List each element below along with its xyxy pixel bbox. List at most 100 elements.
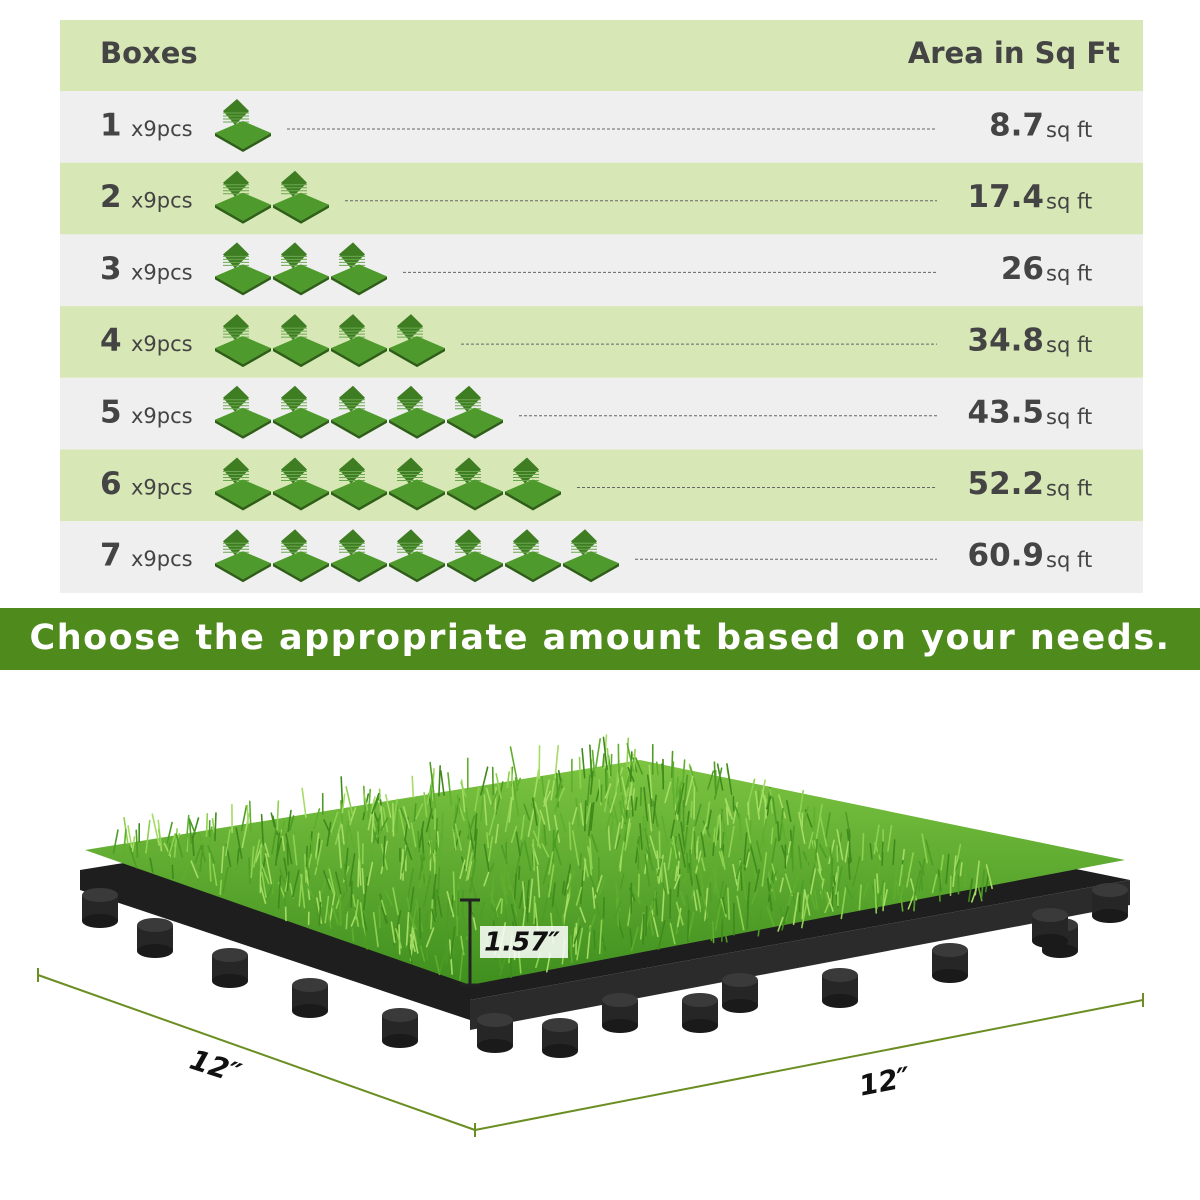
grass-blade	[259, 884, 267, 904]
grass-blade	[279, 868, 286, 883]
grass-blade	[407, 868, 414, 899]
grass-blade	[370, 846, 374, 862]
grass-blade	[562, 891, 570, 926]
grass-blade	[595, 903, 601, 918]
grass-blade	[514, 777, 519, 792]
tile-foot-base	[382, 1034, 418, 1048]
grass-blade	[898, 864, 904, 887]
grass-blade	[380, 805, 384, 830]
grass-blade	[945, 853, 950, 885]
grass-blade	[700, 857, 706, 872]
grass-blade	[314, 832, 320, 862]
row-boxes: 7	[100, 538, 122, 574]
grass-blade	[523, 840, 532, 872]
grass-blade	[508, 796, 513, 823]
grass-blade	[436, 834, 442, 868]
grass-blade	[157, 829, 163, 847]
grass-blade	[579, 802, 584, 827]
grass-blade	[555, 778, 563, 799]
grass-blade	[542, 858, 551, 885]
grass-blade	[436, 830, 440, 848]
grass-blade	[522, 881, 526, 909]
grass-blade	[741, 869, 747, 901]
grass-blade	[804, 854, 810, 874]
grass-blade	[766, 906, 775, 927]
grass-blade	[395, 928, 403, 949]
dimension-lines	[37, 968, 1144, 1137]
grass-blade	[510, 825, 518, 844]
grass-blade	[357, 858, 360, 888]
grass-blade	[720, 850, 726, 870]
grass-blade	[235, 827, 243, 859]
grass-blade	[610, 820, 614, 835]
tile-foot-base	[822, 994, 858, 1008]
grass-blade	[515, 831, 521, 857]
grass-blade	[728, 826, 735, 858]
grass-blade	[559, 813, 567, 834]
grass-blade	[488, 809, 497, 836]
grass-blade	[621, 795, 628, 824]
grass-blade	[418, 907, 422, 940]
grass-blade	[500, 898, 503, 914]
grass-tile	[80, 734, 1130, 1058]
grass-blade	[700, 867, 704, 894]
grass-blade	[358, 861, 362, 886]
grass-blade	[407, 942, 414, 965]
tile-foot-base	[932, 969, 968, 983]
row-bg	[60, 91, 1143, 163]
grass-blade	[532, 797, 538, 826]
grass-blade	[452, 871, 456, 901]
height-label: 1.57″	[484, 928, 560, 958]
grass-blade	[544, 796, 551, 831]
grass-blade	[340, 800, 343, 825]
grass-blade	[749, 843, 759, 874]
grass-blade	[536, 865, 541, 898]
box-icons	[215, 529, 619, 583]
grass-blade	[362, 791, 369, 811]
grass-blade	[819, 813, 828, 847]
tile-foot-top	[722, 973, 758, 987]
grass-blade	[220, 845, 225, 874]
grass-blade	[563, 862, 572, 897]
grass-blade	[281, 820, 285, 837]
grass-blade	[875, 839, 882, 868]
grass-blade	[637, 873, 640, 898]
tile-foot-base	[82, 914, 118, 928]
grass-blade	[643, 786, 649, 822]
grass-blade	[495, 772, 502, 799]
grass-blade	[384, 889, 393, 906]
grass-blade	[579, 906, 587, 923]
tile-icon-front	[331, 336, 387, 365]
grass-blade	[634, 796, 638, 811]
grass-blade	[367, 861, 374, 886]
grass-blade	[438, 765, 441, 797]
grass-blade	[656, 850, 660, 870]
grass-blade	[419, 945, 426, 962]
grass-blade	[704, 887, 709, 922]
grass-blade	[474, 787, 480, 812]
grass-blade	[351, 927, 355, 942]
grass-blade	[473, 828, 478, 860]
grass-blade	[734, 805, 741, 820]
grass-blade	[606, 747, 611, 779]
grass-blade	[613, 900, 622, 919]
grass-blade	[446, 900, 450, 930]
grass-blade	[648, 911, 654, 936]
grass-blade	[971, 888, 977, 903]
grass-blade	[553, 814, 561, 843]
grass-blade	[779, 808, 784, 841]
grass-blade	[434, 955, 441, 976]
grass-blade	[465, 807, 471, 839]
grass-blade	[601, 941, 604, 956]
grass-blade	[701, 823, 707, 838]
grass-blade	[340, 776, 344, 811]
grass-blade	[685, 775, 694, 806]
grass-blade	[541, 775, 545, 798]
grass-blade	[692, 889, 698, 911]
grass-blade	[689, 765, 699, 792]
grass-blade	[745, 817, 752, 844]
grass-blade	[271, 878, 275, 895]
grass-blade	[675, 901, 684, 926]
grass-blade	[682, 759, 686, 785]
grass-blade	[200, 844, 207, 862]
